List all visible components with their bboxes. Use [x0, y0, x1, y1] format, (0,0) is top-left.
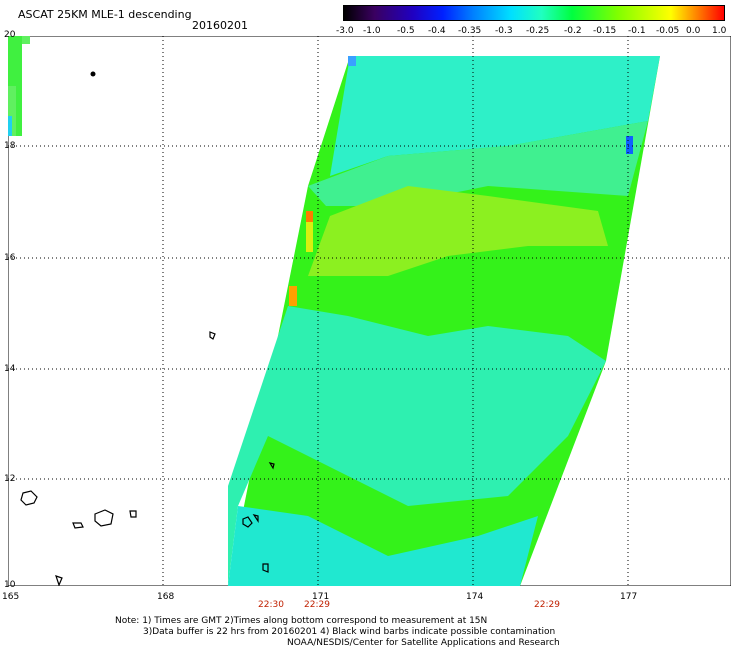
- swath-cyan-region: [308, 121, 648, 206]
- colorbar-tick: -0.05: [656, 26, 680, 36]
- lat-label: 16: [4, 253, 16, 263]
- left-strip: [22, 36, 30, 44]
- lat-label: 10: [4, 580, 16, 590]
- swath-orange-spot: [289, 286, 297, 306]
- colorbar-tick: -0.4: [428, 26, 446, 36]
- time-label: 22:29: [304, 600, 330, 610]
- swath-cyan-region: [228, 506, 538, 586]
- map-date: 20160201: [192, 19, 248, 32]
- lon-label: 165: [2, 592, 20, 602]
- colorbar-tick: -0.2: [564, 26, 582, 36]
- note-line-3: NOAA/NESDIS/Center for Satellite Applica…: [287, 638, 560, 648]
- colorbar-tick: -0.35: [458, 26, 482, 36]
- note-line-2: 3)Data buffer is 22 hrs from 20160201 4)…: [143, 627, 556, 637]
- colorbar: [343, 5, 725, 21]
- footer-notes: Note: 1) Times are GMT 2)Times along bot…: [115, 616, 560, 649]
- lon-label: 174: [466, 592, 484, 602]
- time-label: 22:30: [258, 600, 284, 610]
- colorbar-tick: -0.5: [397, 26, 415, 36]
- lat-label: 20: [4, 30, 16, 40]
- island-dot: [90, 71, 96, 77]
- swath-yellow-spot: [306, 222, 313, 252]
- lat-label: 18: [4, 141, 16, 151]
- swath-cyan-region: [228, 306, 606, 586]
- lon-label: 171: [312, 592, 330, 602]
- swath-blue-spot: [626, 136, 633, 154]
- left-strip: [8, 116, 12, 136]
- colorbar-tick: -3.0: [336, 26, 354, 36]
- island-outlines: [20, 331, 275, 586]
- colorbar-tick: -0.1: [628, 26, 646, 36]
- lon-label: 168: [157, 592, 175, 602]
- colorbar-tick: -0.15: [593, 26, 617, 36]
- lat-label: 12: [4, 474, 16, 484]
- gridlines: [8, 36, 731, 586]
- map-plot-area: [8, 36, 731, 586]
- map-title: ASCAT 25KM MLE-1 descending: [18, 8, 192, 21]
- swath-lightgreen-band: [308, 186, 608, 276]
- swath-orange-spot: [306, 211, 313, 222]
- lon-label: 177: [620, 592, 638, 602]
- colorbar-tick: -1.0: [363, 26, 381, 36]
- left-strip: [8, 86, 16, 136]
- colorbar-labels: -3.0 -1.0 -0.5 -0.4 -0.35 -0.3 -0.25 -0.…: [336, 26, 736, 40]
- note-line-1: Note: 1) Times are GMT 2)Times along bot…: [115, 616, 488, 626]
- swath-blue-spot: [348, 56, 356, 66]
- lat-label: 14: [4, 364, 16, 374]
- colorbar-tick: -0.3: [495, 26, 513, 36]
- colorbar-tick: 1.0: [712, 26, 727, 36]
- time-label: 22:29: [534, 600, 560, 610]
- colorbar-tick: 0.0: [686, 26, 701, 36]
- colorbar-tick: -0.25: [526, 26, 550, 36]
